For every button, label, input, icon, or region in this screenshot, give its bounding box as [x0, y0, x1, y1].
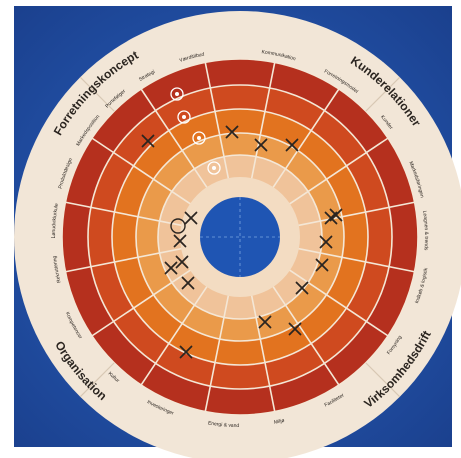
x-mark	[295, 281, 309, 295]
x-mark	[141, 134, 155, 148]
gear-icon-outline	[177, 110, 191, 124]
cogs-icon-core	[197, 136, 201, 140]
x-mark-stroke	[258, 315, 272, 329]
segment-divider	[91, 137, 208, 216]
x-mark	[254, 138, 268, 152]
ring-outline-1	[61, 58, 419, 416]
segment-label: Lønudviklurkule	[51, 203, 60, 239]
x-mark-stroke	[181, 276, 195, 290]
x-mark	[179, 345, 193, 359]
x-mark-stroke	[173, 234, 187, 248]
x-mark-stroke	[175, 255, 189, 269]
document-icon-core	[212, 166, 216, 170]
x-mark-stroke	[141, 134, 155, 148]
quadrant-divider	[365, 362, 401, 398]
x-mark	[173, 234, 187, 248]
segment-divider	[261, 269, 340, 386]
x-mark-stroke	[295, 281, 309, 295]
photo-top-edge	[0, 0, 461, 6]
ring-outline-3	[111, 108, 369, 366]
x-mark-stroke	[315, 258, 329, 272]
x-mark	[324, 211, 338, 225]
x-mark	[288, 322, 302, 336]
leaf-icon	[170, 87, 184, 101]
segment-divider	[279, 244, 415, 273]
segment-label: Miljø	[274, 418, 286, 426]
x-marks	[141, 125, 343, 359]
segment-label: Energi & vand	[208, 420, 240, 429]
x-mark-stroke	[285, 138, 299, 152]
x-mark-stroke	[319, 235, 333, 249]
x-mark-stroke	[225, 125, 239, 139]
gear-icon-core	[182, 115, 186, 119]
inner-icons	[170, 87, 221, 175]
segment-divider	[261, 88, 340, 205]
x-mark	[225, 125, 239, 139]
x-mark-stroke	[164, 261, 178, 275]
leaf-icon-core	[175, 92, 179, 96]
wheel	[14, 11, 461, 458]
segment-divider	[140, 269, 219, 386]
segment-label: Rekruttering	[52, 255, 63, 283]
x-mark-stroke	[179, 345, 193, 359]
x-mark-stroke	[184, 211, 198, 225]
cogs-icon-outline	[192, 131, 206, 145]
quadrant-divider	[79, 362, 115, 398]
x-mark	[164, 261, 178, 275]
document-icon-outline	[207, 161, 221, 175]
segment-divider	[272, 137, 389, 216]
segment-divider	[91, 258, 208, 337]
x-mark-stroke	[254, 138, 268, 152]
ring-outline-4	[135, 132, 345, 342]
document-icon	[207, 161, 221, 175]
leaf-icon-outline	[170, 87, 184, 101]
photo-left-edge	[0, 0, 14, 458]
x-mark	[175, 255, 189, 269]
segment-divider	[204, 62, 233, 198]
segment-label: Leagnen & trends	[421, 210, 429, 251]
quadrant-divider	[365, 76, 401, 112]
x-mark-stroke	[324, 211, 338, 225]
segment-divider	[279, 201, 415, 230]
ring-outline-2	[87, 84, 393, 390]
x-mark	[285, 138, 299, 152]
x-mark	[319, 235, 333, 249]
segment-divider	[140, 88, 219, 205]
segment-divider	[247, 276, 276, 412]
cogs-icon	[192, 131, 206, 145]
quadrant-divider	[79, 76, 115, 112]
circled-mark	[170, 218, 186, 234]
gear-icon	[177, 110, 191, 124]
segment-divider	[65, 244, 201, 273]
segment-divider	[272, 258, 389, 337]
x-mark	[184, 211, 198, 225]
x-mark	[258, 315, 272, 329]
segment-divider	[204, 276, 233, 412]
x-mark	[181, 276, 195, 290]
x-mark-stroke	[288, 322, 302, 336]
x-mark	[315, 258, 329, 272]
center-hole	[200, 197, 280, 277]
segment-divider	[247, 62, 276, 198]
segment-divider	[65, 201, 201, 230]
